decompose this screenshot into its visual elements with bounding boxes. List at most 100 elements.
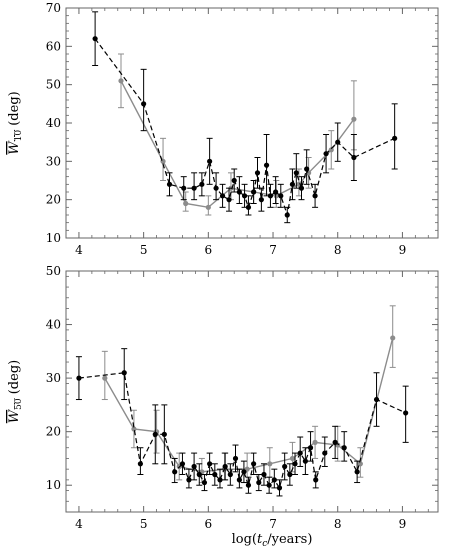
data-point (403, 410, 409, 416)
data-point (322, 450, 328, 456)
data-point (92, 36, 98, 42)
data-point (373, 396, 380, 403)
data-point (191, 185, 197, 191)
data-point (304, 166, 310, 172)
y-label-unit: (deg) (7, 91, 22, 130)
x-tick-label: 5 (140, 243, 148, 257)
data-point (205, 204, 211, 210)
data-point (298, 185, 305, 191)
x-tick-label: 6 (205, 517, 213, 531)
data-point (251, 189, 257, 195)
data-point (251, 461, 257, 467)
y-tick-label: 50 (46, 264, 61, 278)
series-black (75, 348, 409, 497)
data-point (222, 463, 228, 470)
x-axis-label: log(tc/years) (232, 532, 313, 548)
data-point (289, 455, 296, 462)
data-point (236, 477, 242, 483)
x-tick-label: 6 (205, 243, 213, 257)
data-point (258, 197, 264, 203)
data-point (390, 335, 396, 341)
data-point (161, 431, 167, 437)
data-point (351, 154, 357, 161)
y-axis-label: W50 (deg) (7, 360, 24, 423)
data-point (172, 469, 178, 475)
y-tick-label: 10 (46, 478, 61, 492)
data-point (266, 482, 272, 488)
x-tick-label: 7 (269, 517, 277, 531)
data-point (196, 471, 202, 478)
y-tick-label: 30 (46, 154, 61, 168)
y-label-variable: W (7, 140, 22, 155)
y-tick-label: 20 (46, 193, 61, 207)
data-point (227, 471, 233, 478)
data-point (207, 461, 213, 467)
y-tick-label: 70 (46, 1, 61, 15)
y-tick-label: 50 (46, 78, 61, 92)
data-point (213, 185, 219, 191)
x-tick-label: 8 (334, 517, 342, 531)
data-point (186, 477, 192, 483)
series-line (104, 337, 394, 473)
data-point (217, 477, 223, 483)
data-point (245, 204, 252, 210)
data-point (241, 469, 247, 475)
data-point (102, 375, 108, 381)
data-point (118, 78, 124, 84)
data-point (335, 139, 341, 145)
y-label-subscript: 50 (14, 398, 24, 410)
data-point (313, 477, 319, 483)
data-point (241, 193, 248, 199)
data-point (219, 193, 226, 199)
data-point (273, 189, 279, 195)
data-point (245, 482, 252, 488)
plot-frame (65, 270, 439, 513)
y-label-variable: W (7, 408, 22, 423)
data-point (226, 197, 232, 203)
data-point (292, 461, 298, 467)
data-point (287, 471, 293, 478)
data-point (323, 151, 329, 157)
x-label-subscript: c (262, 539, 267, 548)
data-point (267, 461, 273, 467)
x-tick-label: 7 (269, 243, 277, 257)
data-point (256, 479, 262, 486)
data-point (181, 185, 187, 191)
data-point (232, 455, 239, 462)
y-tick-label: 20 (46, 425, 61, 439)
data-point (207, 158, 213, 164)
data-point (357, 461, 363, 467)
x-tick-label: 4 (75, 243, 83, 257)
data-point (236, 189, 242, 195)
data-point (273, 193, 279, 199)
y-label-subscript: 10 (14, 130, 24, 142)
data-point (307, 445, 314, 451)
data-point (231, 177, 237, 184)
data-point (261, 471, 267, 478)
data-point (254, 170, 261, 176)
data-point (328, 147, 334, 153)
series-black (92, 11, 398, 224)
data-point (302, 458, 308, 464)
data-point (191, 463, 197, 470)
data-point (271, 477, 277, 483)
x-tick-label: 9 (399, 243, 407, 257)
data-point (183, 200, 189, 207)
series-gray (101, 305, 396, 484)
data-point (121, 370, 127, 376)
x-tick-label: 4 (75, 517, 83, 531)
x-tick-label: 8 (334, 243, 342, 257)
data-point (297, 450, 303, 456)
data-point (282, 463, 288, 470)
data-point (332, 439, 338, 445)
y-tick-label: 60 (46, 39, 61, 53)
data-point (312, 193, 318, 199)
y-tick-label: 10 (46, 231, 61, 245)
data-point (267, 193, 274, 199)
data-point (152, 431, 158, 437)
data-point (131, 426, 137, 432)
data-point (166, 181, 173, 187)
